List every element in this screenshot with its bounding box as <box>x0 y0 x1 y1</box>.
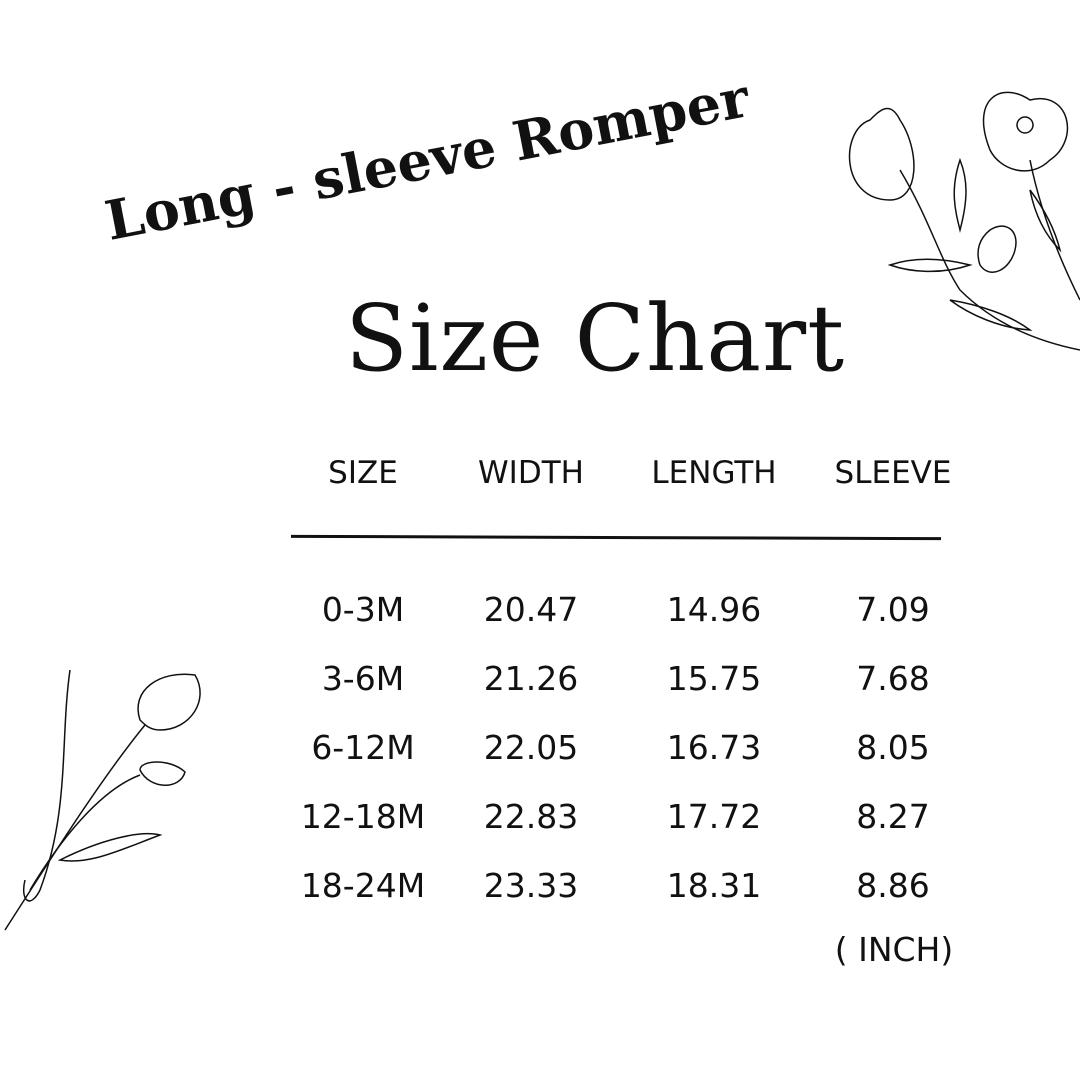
unit-label: ( INCH) <box>834 930 954 969</box>
table-cell: 15.75 <box>666 659 762 698</box>
table-cell: 18.31 <box>666 866 762 905</box>
table-cell: 21.26 <box>483 659 579 698</box>
table-cell: 6-12M <box>311 728 415 767</box>
table-cell: 12-18M <box>300 797 426 836</box>
product-subtitle: Long - sleeve Romper <box>100 65 754 253</box>
table-cell: 7.09 <box>856 590 930 629</box>
table-cell: 16.73 <box>666 728 762 767</box>
column-header: WIDTH <box>478 455 584 491</box>
table-cell: 17.72 <box>666 797 762 836</box>
column-header: LENGTH <box>651 455 777 491</box>
header-divider <box>290 534 942 541</box>
column-header: SIZE <box>328 455 398 491</box>
flower-illustration-top-right <box>848 91 1080 351</box>
table-cell: 0-3M <box>321 590 405 629</box>
table-cell: 8.05 <box>856 728 930 767</box>
table-cell: 18-24M <box>300 866 426 905</box>
tulip-illustration-bottom-left <box>4 669 201 931</box>
table-cell: 20.47 <box>483 590 579 629</box>
page-title: Size Chart <box>345 285 846 392</box>
table-cell: 8.27 <box>856 797 930 836</box>
column-header: SLEEVE <box>834 455 952 491</box>
table-cell: 7.68 <box>856 659 930 698</box>
table-cell: 8.86 <box>856 866 930 905</box>
table-cell: 22.83 <box>483 797 579 836</box>
table-cell: 23.33 <box>483 866 579 905</box>
table-cell: 22.05 <box>483 728 579 767</box>
table-cell: 14.96 <box>666 590 762 629</box>
table-cell: 3-6M <box>321 659 405 698</box>
